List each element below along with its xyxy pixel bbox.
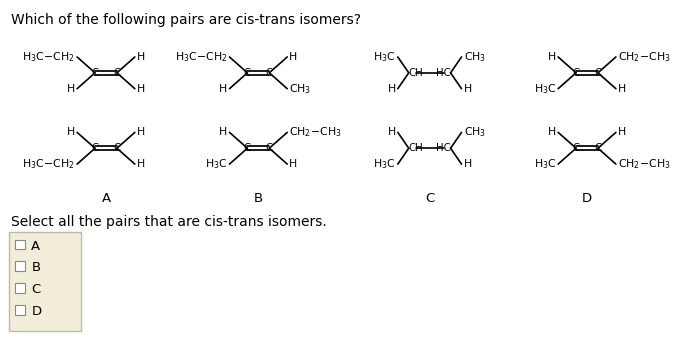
Text: Select all the pairs that are cis-trans isomers.: Select all the pairs that are cis-trans …: [11, 215, 327, 229]
Text: $\mathsf{CH_3}$: $\mathsf{CH_3}$: [464, 50, 486, 64]
Text: $\mathsf{CH_3}$: $\mathsf{CH_3}$: [289, 82, 311, 96]
Text: $\mathsf{CH_2\!-\!CH_3}$: $\mathsf{CH_2\!-\!CH_3}$: [618, 157, 671, 171]
Text: H: H: [137, 84, 145, 94]
Bar: [15, 240, 25, 250]
Text: $\mathsf{H_3C}$: $\mathsf{H_3C}$: [534, 82, 556, 96]
Text: H: H: [618, 84, 626, 94]
Text: A: A: [101, 192, 110, 205]
Text: C: C: [266, 143, 273, 153]
Text: H: H: [464, 159, 472, 169]
Text: C: C: [425, 192, 434, 205]
Text: C: C: [573, 143, 579, 153]
Text: H: H: [289, 159, 298, 169]
Bar: [15, 261, 25, 271]
Text: $\mathsf{H_3C}$: $\mathsf{H_3C}$: [373, 157, 395, 171]
Text: H: H: [137, 127, 145, 137]
Text: C: C: [595, 68, 601, 78]
Text: C: C: [244, 143, 251, 153]
Text: $\mathsf{H_3C\!-\!CH_2}$: $\mathsf{H_3C\!-\!CH_2}$: [22, 157, 75, 171]
Text: $\mathsf{CH_3}$: $\mathsf{CH_3}$: [464, 125, 486, 139]
Text: C: C: [595, 143, 601, 153]
Text: $\mathsf{H_3C}$: $\mathsf{H_3C}$: [534, 157, 556, 171]
Text: CH: CH: [409, 143, 423, 153]
Text: H: H: [219, 84, 227, 94]
Text: D: D: [31, 305, 41, 318]
Text: H: H: [289, 52, 298, 62]
Text: C: C: [92, 68, 99, 78]
Text: C: C: [244, 68, 251, 78]
Text: B: B: [254, 192, 263, 205]
Text: $\mathsf{CH_2\!-\!CH_3}$: $\mathsf{CH_2\!-\!CH_3}$: [618, 50, 671, 64]
Text: H: H: [548, 127, 556, 137]
Text: H: H: [137, 159, 145, 169]
Text: $\mathsf{H_3C\!-\!CH_2}$: $\mathsf{H_3C\!-\!CH_2}$: [22, 50, 75, 64]
Text: B: B: [31, 261, 41, 274]
Text: CH: CH: [409, 68, 423, 78]
Text: $\mathsf{H_3C}$: $\mathsf{H_3C}$: [205, 157, 227, 171]
Text: H: H: [387, 84, 395, 94]
Text: H: H: [67, 84, 75, 94]
Text: A: A: [31, 240, 41, 252]
Text: $\mathsf{CH_2\!-\!CH_3}$: $\mathsf{CH_2\!-\!CH_3}$: [289, 125, 342, 139]
Text: Which of the following pairs are cis-trans isomers?: Which of the following pairs are cis-tra…: [11, 13, 361, 27]
Text: HC: HC: [436, 68, 451, 78]
Text: C: C: [114, 68, 121, 78]
Text: H: H: [618, 127, 626, 137]
Text: H: H: [137, 52, 145, 62]
Text: C: C: [573, 68, 579, 78]
Text: H: H: [387, 127, 395, 137]
Text: H: H: [548, 52, 556, 62]
Text: C: C: [31, 283, 41, 296]
Text: H: H: [67, 127, 75, 137]
Text: H: H: [464, 84, 472, 94]
Text: $\mathsf{H_3C}$: $\mathsf{H_3C}$: [373, 50, 395, 64]
Text: C: C: [114, 143, 121, 153]
Text: $\mathsf{H_3C\!-\!CH_2}$: $\mathsf{H_3C\!-\!CH_2}$: [175, 50, 227, 64]
Text: D: D: [582, 192, 592, 205]
Text: C: C: [266, 68, 273, 78]
Bar: [15, 305, 25, 315]
Text: HC: HC: [436, 143, 451, 153]
Bar: [10, 232, 81, 331]
Text: C: C: [92, 143, 99, 153]
Bar: [15, 283, 25, 293]
Text: H: H: [219, 127, 227, 137]
